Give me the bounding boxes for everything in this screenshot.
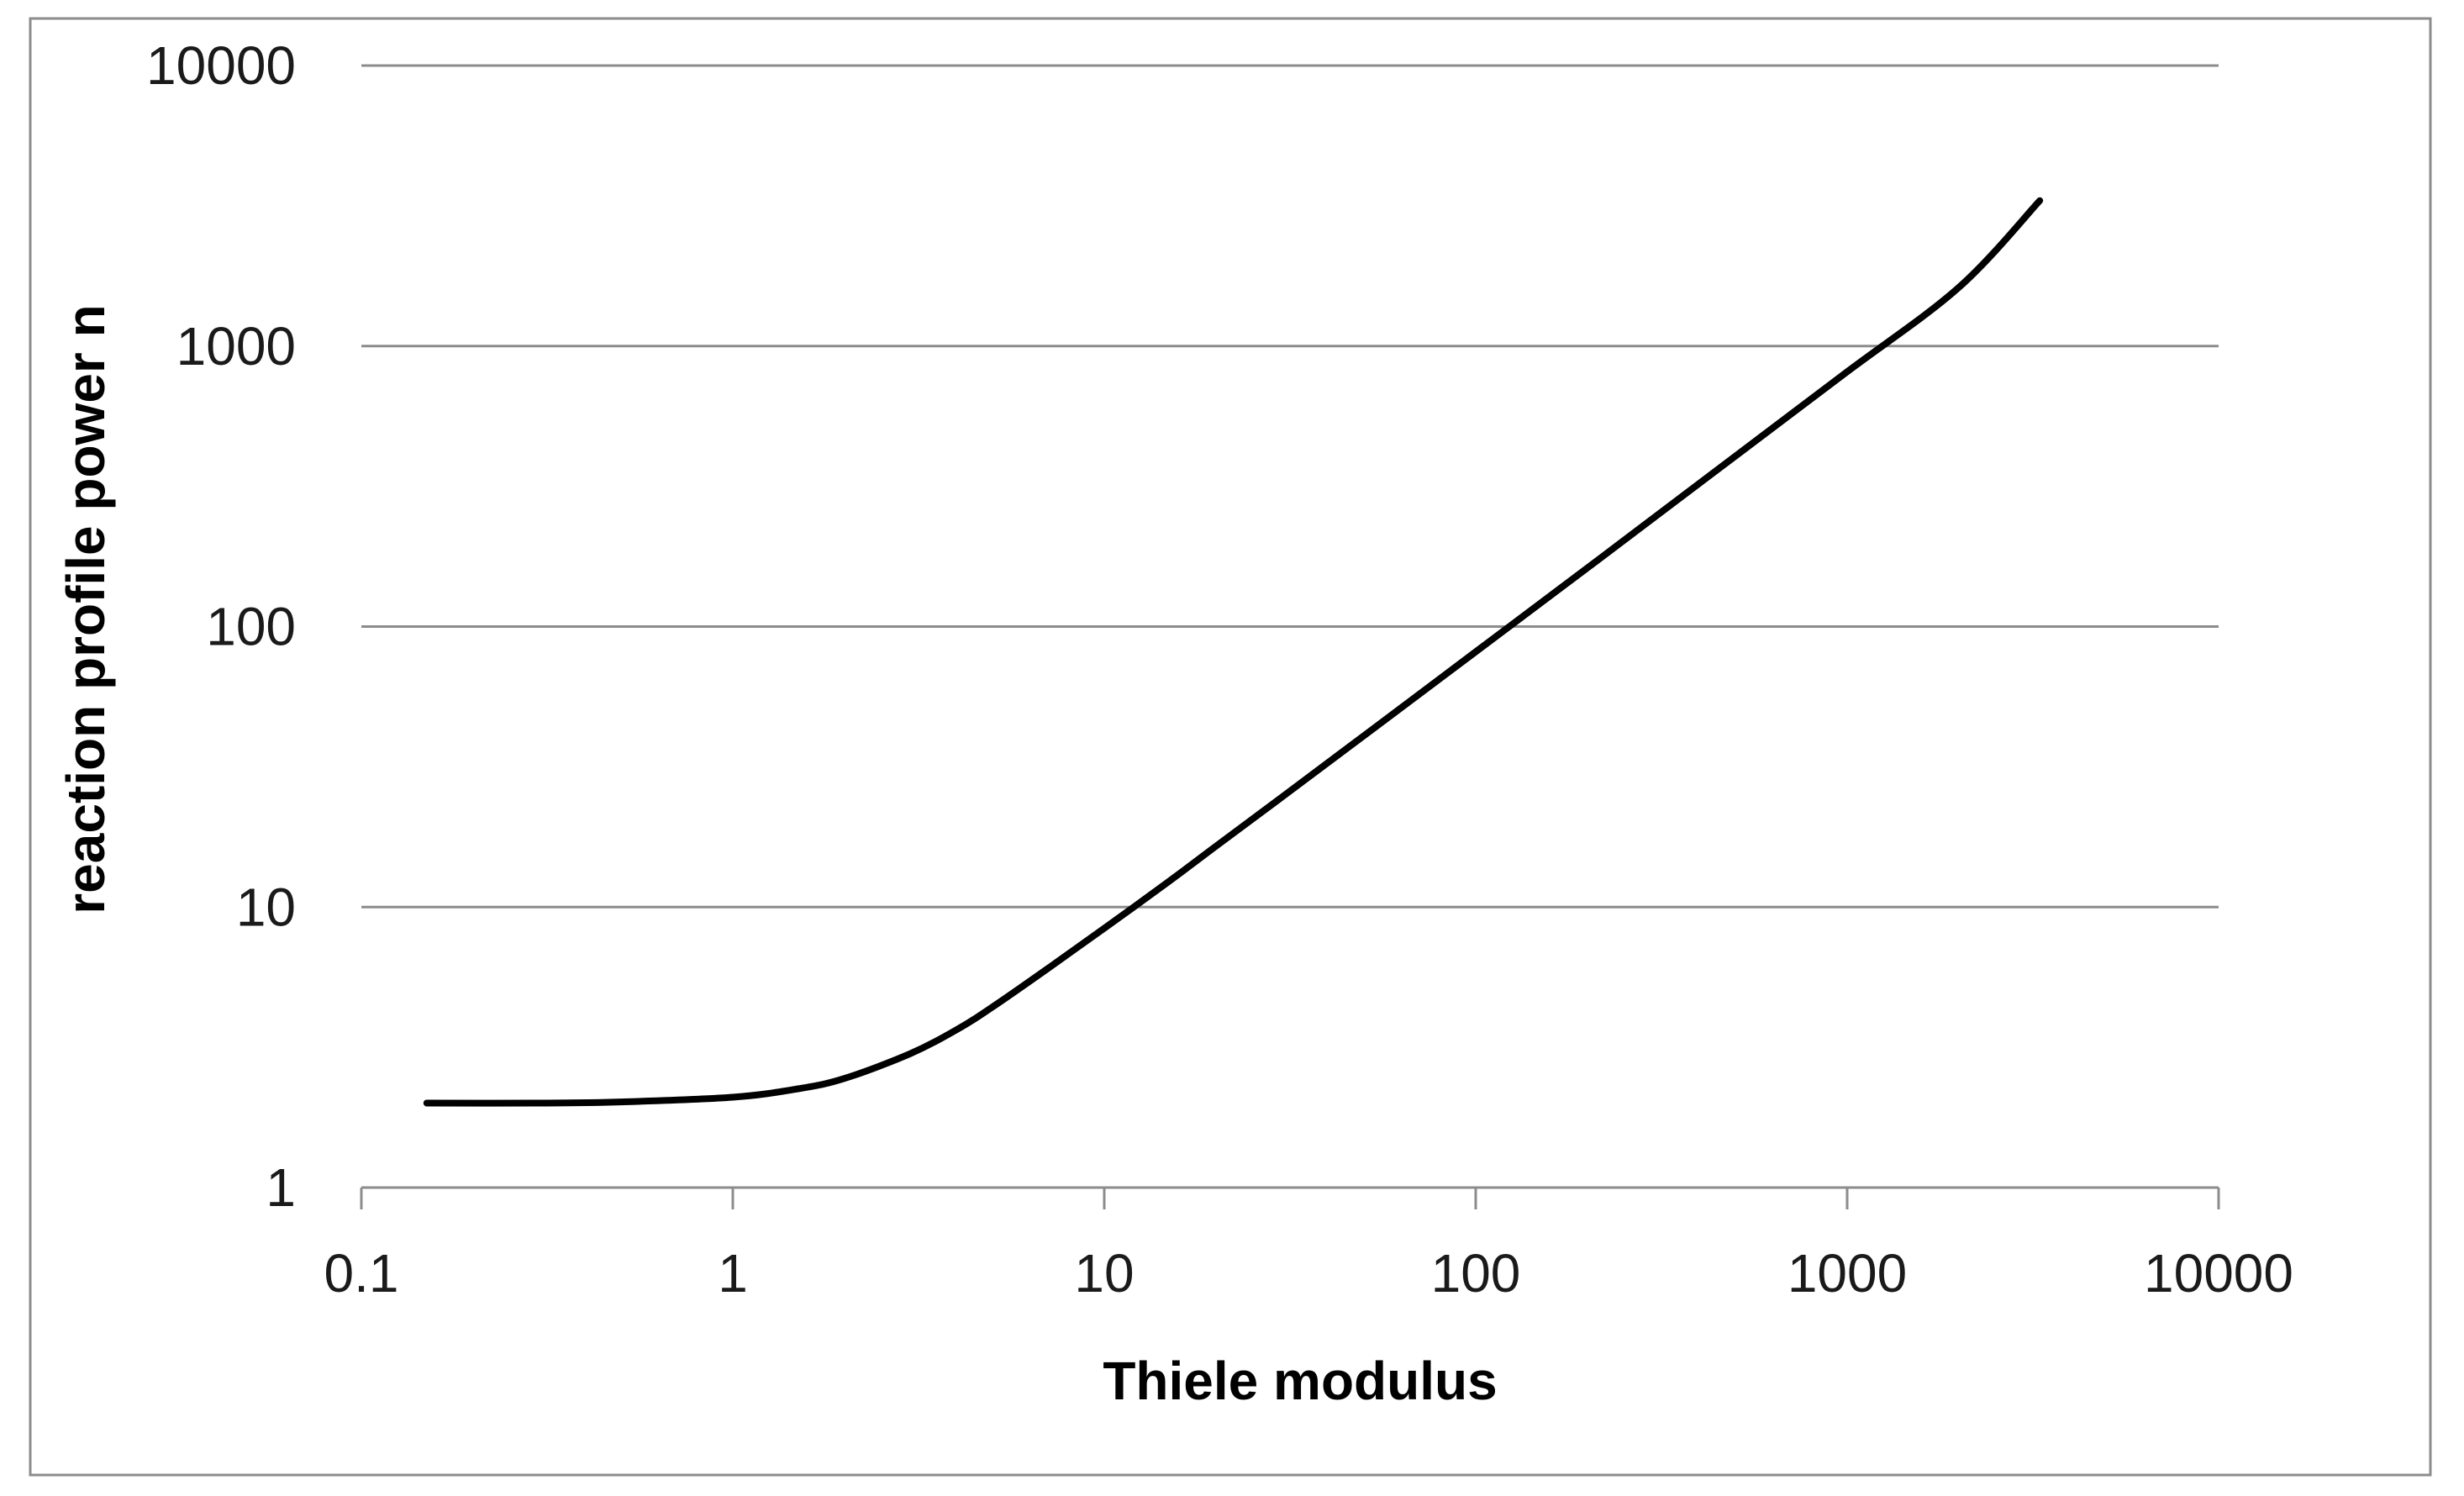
y-tick-label: 10000 [146,35,296,96]
x-tick-label: 100 [1431,1243,1521,1304]
y-tick-label: 1000 [176,316,296,377]
y-axis-tick-labels: 1 10 100 1000 10000 [146,35,296,1218]
y-tick-label: 10 [236,877,296,937]
x-tick-label: 0.1 [324,1243,399,1304]
y-axis-title: reaction profile power n [55,304,116,914]
x-tick-label: 10 [1074,1243,1134,1304]
y-tick-label: 100 [206,597,296,657]
x-axis-title: Thiele modulus [1103,1351,1497,1411]
y-tick-label: 1 [266,1157,296,1218]
x-tick-label: 1 [718,1243,748,1304]
x-axis-tick-labels: 0.1 1 10 100 1000 10000 [324,1243,2293,1304]
series-layer [423,197,2044,1107]
x-axis [360,1186,2220,1209]
chart-border [29,17,2432,1477]
x-tick-label: 10000 [2144,1243,2293,1304]
gridlines [361,64,2219,909]
series-line [423,197,2044,1107]
x-tick-label: 1000 [1787,1243,1907,1304]
